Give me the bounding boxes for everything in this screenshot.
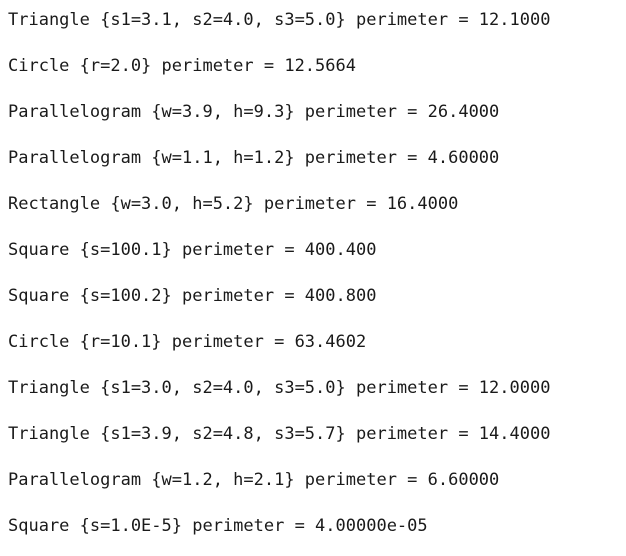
output-line: Triangle {s1=3.9, s2=4.8, s3=5.7} perime… <box>8 424 551 444</box>
output-line: Circle {r=10.1} perimeter = 63.4602 <box>8 332 367 352</box>
output-line: Circle {r=2.0} perimeter = 12.5664 <box>8 56 356 76</box>
output-line: Triangle {s1=3.0, s2=4.0, s3=5.0} perime… <box>8 378 551 398</box>
output-line: Parallelogram {w=1.1, h=1.2} perimeter =… <box>8 148 500 168</box>
output-line: Parallelogram {w=3.9, h=9.3} perimeter =… <box>8 102 500 122</box>
output-line: Square {s=100.1} perimeter = 400.400 <box>8 240 377 260</box>
output-line: Parallelogram {w=1.2, h=2.1} perimeter =… <box>8 470 500 490</box>
output-line: Rectangle {w=3.0, h=5.2} perimeter = 16.… <box>8 194 459 214</box>
output-line: Square {s=1.0E-5} perimeter = 4.00000e-0… <box>8 516 428 536</box>
output-line: Triangle {s1=3.1, s2=4.0, s3=5.0} perime… <box>8 10 551 30</box>
output-line: Square {s=100.2} perimeter = 400.800 <box>8 286 377 306</box>
